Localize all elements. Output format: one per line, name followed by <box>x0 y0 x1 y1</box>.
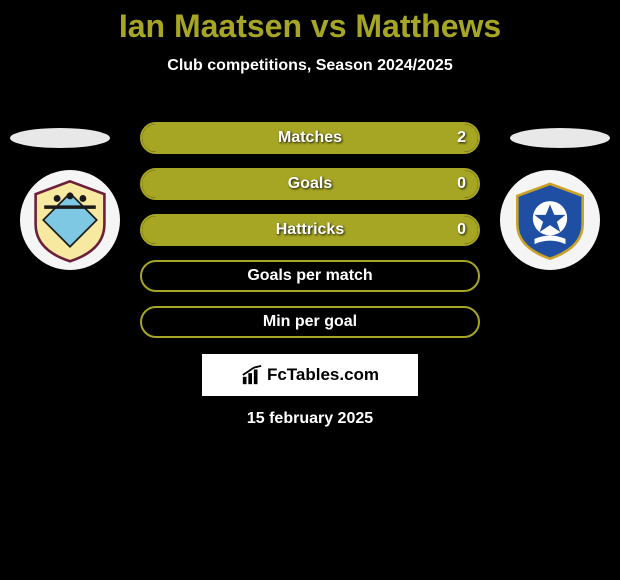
stat-label: Hattricks <box>142 216 478 244</box>
stat-value: 0 <box>457 216 466 244</box>
player-photo-left <box>10 128 110 148</box>
stat-value: 0 <box>457 170 466 198</box>
stat-label: Goals <box>142 170 478 198</box>
comparison-subtitle: Club competitions, Season 2024/2025 <box>0 57 620 75</box>
stat-row: Matches2 <box>140 122 480 154</box>
player-photo-right <box>510 128 610 148</box>
stat-row: Goals per match <box>140 260 480 292</box>
club-badge-right <box>500 170 600 270</box>
brand-label: FcTables.com <box>267 365 379 385</box>
shield-icon <box>27 177 113 263</box>
stat-label: Goals per match <box>142 262 478 290</box>
chart-icon <box>241 364 263 386</box>
comparison-title: Ian Maatsen vs Matthews <box>0 0 620 45</box>
stat-label: Min per goal <box>142 308 478 336</box>
stat-row: Hattricks0 <box>140 214 480 246</box>
stat-label: Matches <box>142 124 478 152</box>
brand-badge[interactable]: FcTables.com <box>202 354 418 396</box>
stats-container: Matches2Goals0Hattricks0Goals per matchM… <box>140 122 480 338</box>
date-label: 15 february 2025 <box>0 410 620 428</box>
club-badge-left <box>20 170 120 270</box>
stat-row: Goals0 <box>140 168 480 200</box>
stat-row: Min per goal <box>140 306 480 338</box>
stat-value: 2 <box>457 124 466 152</box>
shield-icon <box>507 177 593 263</box>
